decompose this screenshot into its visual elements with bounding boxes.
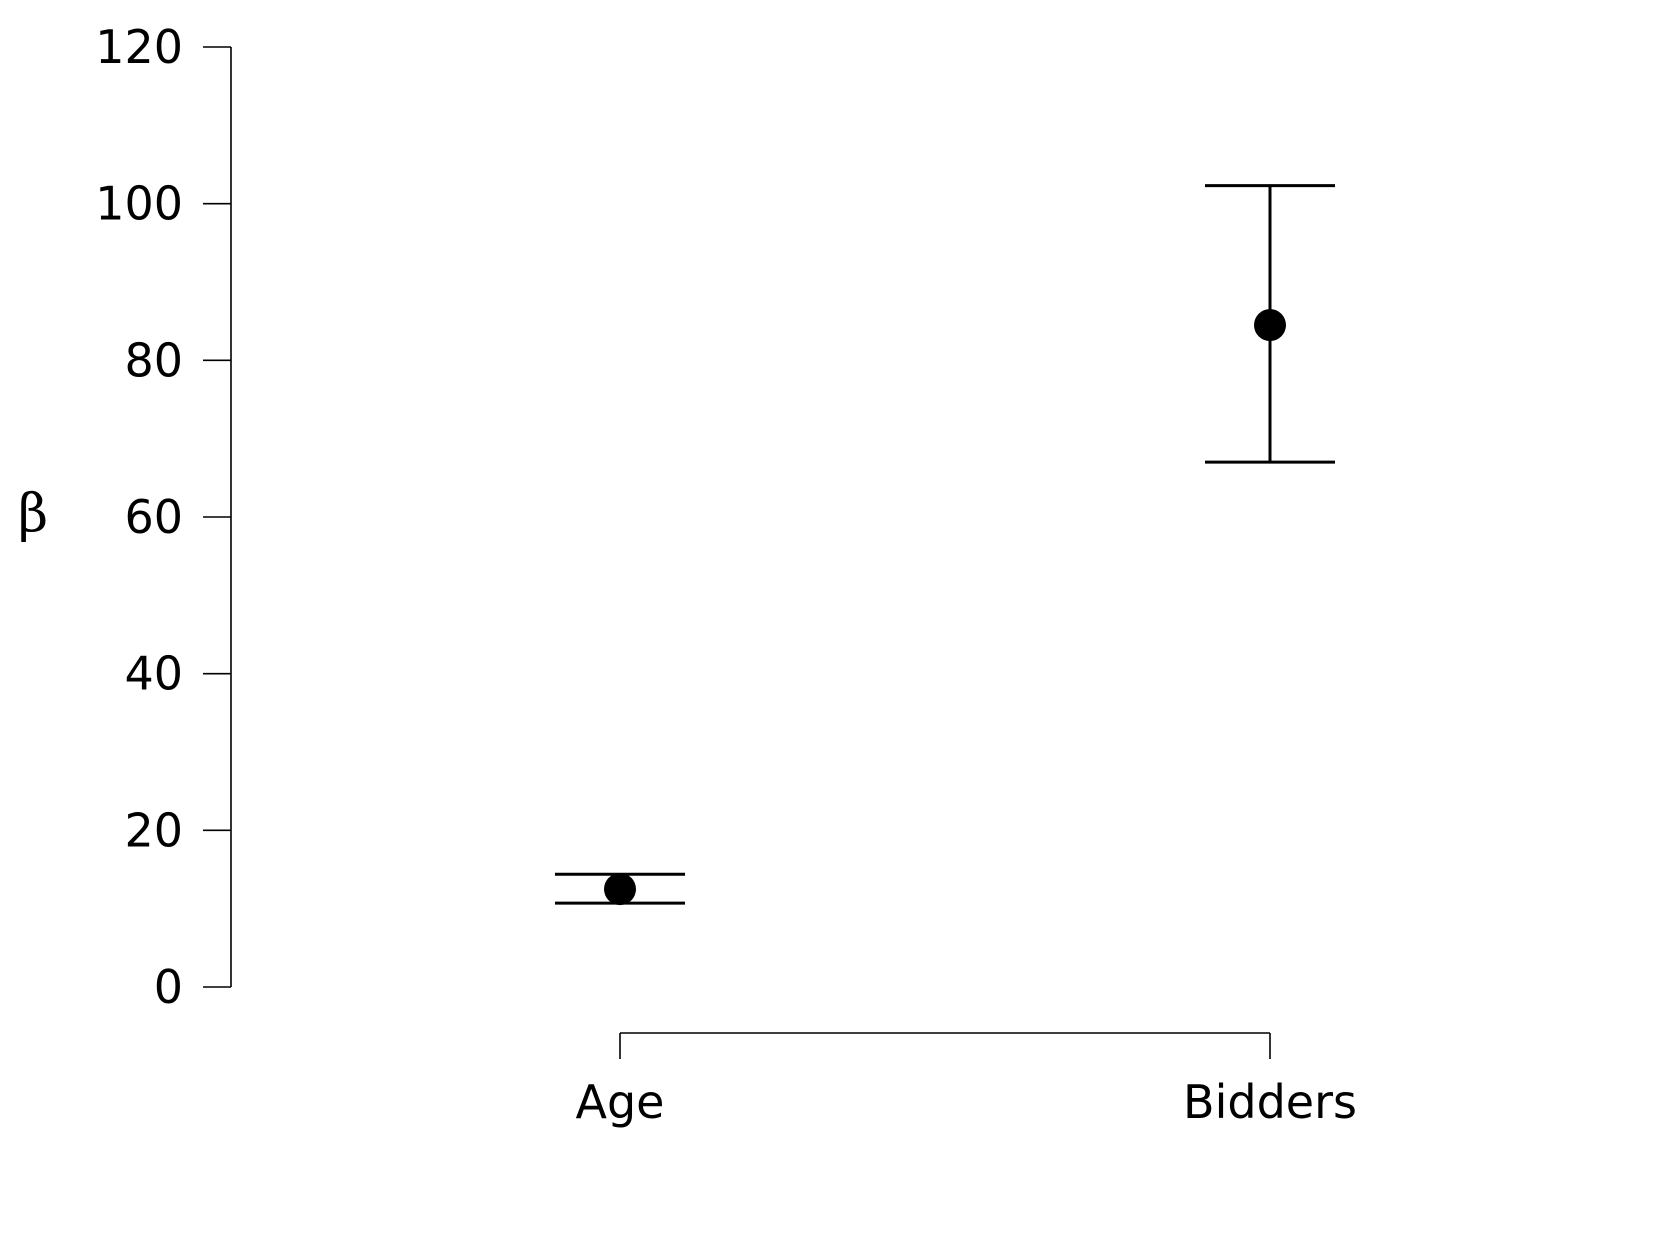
y-tick-label: 120	[95, 20, 183, 74]
point-estimate-age	[604, 873, 636, 906]
x-axis: Age Bidders	[576, 1032, 1357, 1129]
y-axis: 0 20 40 60 80 100 120	[95, 20, 232, 1014]
y-tick-label: 0	[154, 960, 183, 1014]
plot-marks	[555, 184, 1335, 906]
y-tick-label: 80	[124, 333, 183, 387]
y-tick-label: 20	[124, 803, 183, 857]
point-estimate-bidders	[1254, 309, 1286, 342]
error-bar-bidders	[1205, 184, 1335, 464]
x-tick-label-age: Age	[576, 1075, 665, 1129]
y-tick-label: 40	[124, 647, 183, 701]
y-tick-label: 60	[124, 490, 183, 544]
y-tick-label: 100	[95, 177, 183, 231]
y-axis-label: β	[18, 484, 48, 544]
error-bar-age	[555, 872, 685, 906]
x-tick-label-bidders: Bidders	[1183, 1075, 1357, 1129]
